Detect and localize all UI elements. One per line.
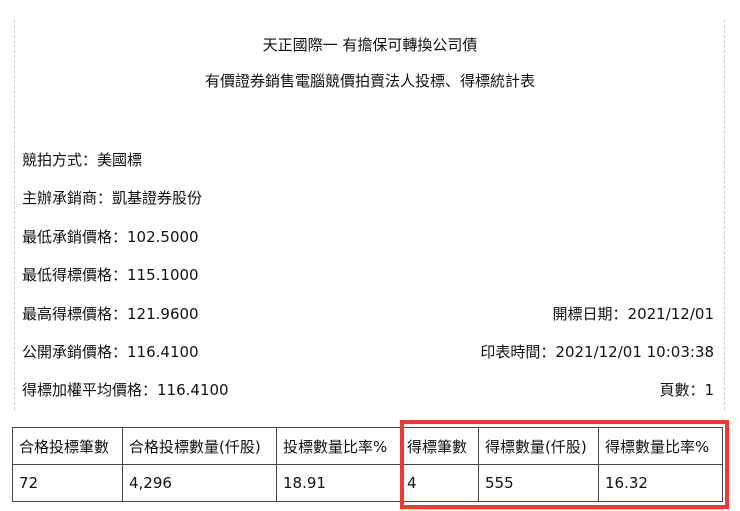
field-auction-method: 競拍方式：美國標 — [22, 149, 142, 170]
table-cell: 4 — [400, 464, 479, 502]
table-cell: 72 — [12, 464, 123, 502]
highlight-box — [400, 420, 729, 509]
field-value: 121.9600 — [127, 305, 199, 323]
field-weighted-avg-price: 得標加權平均價格：116.4100 — [22, 379, 229, 400]
field-label: 主辦承銷商： — [22, 189, 113, 207]
field-label: 開標日期： — [552, 305, 628, 323]
field-max-winning-price: 最高得標價格：121.9600 — [22, 303, 199, 324]
field-label: 最低得標價格： — [22, 266, 128, 284]
field-underwriter: 主辦承銷商：凱基證券股份 — [22, 187, 202, 208]
field-value: 116.4100 — [157, 381, 229, 399]
page-border-left — [14, 20, 15, 410]
field-value: 美國標 — [97, 151, 143, 169]
table-header: 得標數量比率% — [598, 427, 723, 465]
document-title: 天正國際一 有擔保可轉換公司債 — [262, 36, 478, 54]
field-page-number: 頁數：1 — [659, 379, 714, 400]
field-value: 1 — [704, 381, 714, 399]
field-label: 印表時間： — [480, 343, 556, 361]
field-print-time: 印表時間：2021/12/01 10:03:38 — [480, 341, 714, 362]
table-header: 得標數量(仟股) — [478, 427, 599, 465]
statistics-table: 合格投標筆數 合格投標數量(仟股) 投標數量比率% 得標筆數 得標數量(仟股) … — [12, 427, 723, 502]
field-value: 102.5000 — [127, 228, 199, 246]
page-border-right — [724, 20, 725, 410]
field-label: 最低承銷價格： — [22, 228, 128, 246]
field-label: 競拍方式： — [22, 151, 98, 169]
table-row: 72 4,296 18.91 4 555 16.32 — [12, 464, 723, 502]
field-opening-date: 開標日期：2021/12/01 — [553, 303, 714, 324]
table-header: 合格投標數量(仟股) — [122, 427, 277, 465]
field-min-winning-price: 最低得標價格：115.1000 — [22, 264, 199, 285]
table-header-row: 合格投標筆數 合格投標數量(仟股) 投標數量比率% 得標筆數 得標數量(仟股) … — [12, 427, 723, 465]
field-label: 頁數： — [659, 381, 705, 399]
table-header: 得標筆數 — [400, 427, 479, 465]
table-cell: 4,296 — [122, 464, 277, 502]
field-label: 得標加權平均價格： — [22, 381, 158, 399]
table-header: 投標數量比率% — [276, 427, 401, 465]
table-header: 合格投標筆數 — [12, 427, 123, 465]
field-label: 公開承銷價格： — [22, 343, 128, 361]
field-value: 凱基證券股份 — [112, 189, 203, 207]
table-cell: 18.91 — [276, 464, 401, 502]
table-cell: 555 — [478, 464, 599, 502]
field-label: 最高得標價格： — [22, 305, 128, 323]
field-value: 2021/12/01 — [627, 305, 714, 323]
field-value: 116.4100 — [127, 343, 199, 361]
table-cell: 16.32 — [598, 464, 723, 502]
field-public-price: 公開承銷價格：116.4100 — [22, 341, 199, 362]
document-subtitle: 有價證券銷售電腦競價拍賣法人投標、得標統計表 — [204, 72, 535, 90]
field-min-underwriting-price: 最低承銷價格：102.5000 — [22, 226, 199, 247]
field-value: 115.1000 — [127, 266, 199, 284]
field-value: 2021/12/01 10:03:38 — [555, 343, 714, 361]
